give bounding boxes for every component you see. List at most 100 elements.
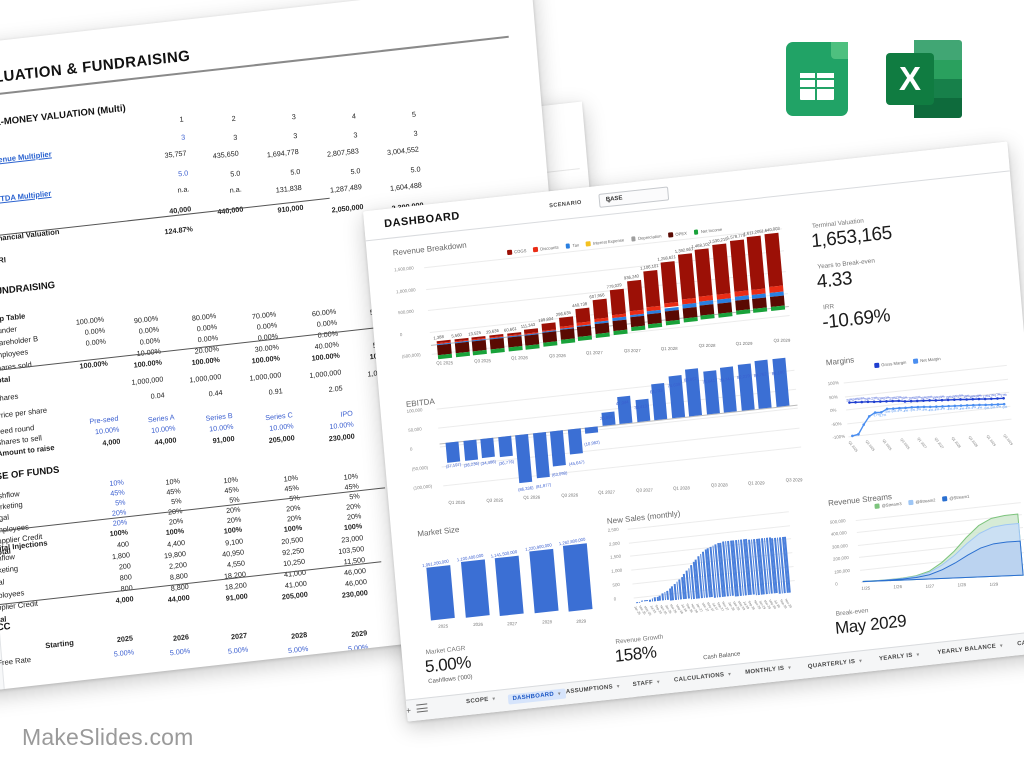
x-axis-tick: Q3 2029	[785, 477, 803, 483]
ebitda-bar	[755, 360, 773, 409]
wacc-title: WACC	[0, 620, 12, 636]
sheet-tab-assumptions[interactable]: ASSUMPTIONS ▾	[565, 683, 620, 695]
bar-data-label: (86,336)	[517, 485, 534, 493]
legend-swatch	[874, 503, 880, 509]
cap-cell: 2.05	[328, 383, 343, 395]
cap-cell: 0.91	[268, 385, 283, 397]
valuation-cell: 3	[180, 132, 186, 142]
valuation-cell: 1,604,488	[389, 180, 423, 194]
cap-row-label: Shares	[0, 391, 19, 404]
legend-item-4: Depreciation	[630, 233, 662, 242]
bar-data-label: (45,647)	[568, 459, 585, 467]
legend-label: COGS	[513, 248, 527, 255]
ebitda-bar	[737, 363, 755, 411]
legend-swatch	[506, 249, 512, 255]
sheet-tab-yearly-balance[interactable]: YEARLY BALANCE ▾	[937, 642, 1004, 656]
valuation-cell: n.a.	[177, 184, 190, 195]
inj-row-label: Marketing	[0, 563, 19, 577]
chevron-down-icon: ▾	[999, 642, 1004, 650]
legend-item-6: Net Income	[693, 227, 722, 235]
segment-net-income	[665, 319, 680, 326]
legend-label: Interest Expense	[592, 237, 625, 246]
x-axis-tick: 1/27	[925, 583, 935, 589]
sheet-tab-calculations[interactable]: CALCULATIONS ▾	[673, 671, 732, 684]
chevron-down-icon: ▾	[492, 696, 496, 703]
add-sheet-icon[interactable]: +	[405, 705, 412, 716]
valuation-cell: 3	[353, 130, 358, 140]
chevron-down-icon: ▾	[616, 683, 620, 690]
segment-cogs	[747, 235, 766, 290]
amount-to-raise-cell: 230,000	[328, 431, 355, 444]
y-axis-tick: 1,500	[609, 554, 622, 561]
x-axis-tick: Q3 2027	[623, 348, 641, 354]
legend-swatch	[913, 358, 918, 364]
stacked-bar	[609, 288, 628, 339]
scenario-select[interactable]: BASE	[598, 186, 670, 208]
sheet-tab-quarterly-is[interactable]: QUARTERLY IS ▾	[807, 657, 863, 670]
bar-data-label: (63,098)	[551, 470, 568, 478]
valuation-cell: 5.0	[229, 168, 241, 179]
legend-swatch	[585, 241, 591, 247]
segment-net-income	[613, 329, 628, 335]
sheet-tab-monthly-is[interactable]: MONTHLY IS ▾	[745, 665, 792, 677]
section-premoney-valuation: PRE-MONEY VALUATION (Multi)	[0, 102, 127, 131]
valuation-row-label[interactable]: Revenue Multiplier	[0, 149, 52, 166]
segment-net-income	[437, 353, 453, 360]
valuation-row-label[interactable]: EBITDA Multiplier	[0, 188, 52, 205]
sheet-tab-cashflow[interactable]: CASHFLOW▾	[1016, 637, 1024, 648]
margins-title: Margins	[825, 355, 855, 368]
market-bar	[528, 549, 559, 614]
legend-label: Discounts	[540, 244, 559, 252]
sheet-tab-dashboard[interactable]: DASHBOARD ▾	[507, 688, 567, 705]
line-data-label: -4%	[976, 405, 983, 411]
x-axis-tick: Q1 2029	[747, 480, 765, 486]
ebitda-bar	[635, 398, 651, 422]
x-axis-tick: 2025	[438, 623, 449, 629]
use-row-label: Marketing	[0, 500, 24, 513]
cap-cell: 0.44	[208, 388, 223, 399]
x-axis-tick: 1/25	[861, 585, 871, 591]
chevron-down-icon: ▾	[656, 678, 661, 686]
y-axis-tick: (50,000)	[411, 464, 429, 472]
segment-net-income	[700, 314, 715, 320]
legend-swatch	[630, 236, 636, 242]
x-axis-tick: Q3 2027	[635, 487, 653, 493]
segment-net-income	[648, 322, 663, 329]
stacked-bar	[643, 270, 663, 335]
sheet-tab-yearly-is[interactable]: YEARLY IS ▾	[878, 651, 920, 663]
valuation-cell: 5.0	[350, 165, 361, 176]
all-sheets-icon[interactable]	[416, 703, 428, 713]
legend-item-1: Discounts	[533, 245, 559, 253]
year-header: 2025	[116, 633, 134, 645]
segment-cogs	[712, 243, 731, 295]
sheet-tabs[interactable]: SCOPE ▾ DASHBOARD ▾ ASSUMPTIONS ▾ STAFF ▾ CALCUL…	[406, 631, 1024, 706]
x-axis-tick: Q3 2025	[473, 357, 491, 363]
stacked-bar	[677, 253, 699, 331]
stacked-bar	[660, 261, 680, 333]
x-axis-tick: 2026	[472, 622, 483, 628]
segment-cogs	[592, 298, 609, 320]
amount-to-raise-cell: 44,000	[154, 435, 177, 447]
legend-swatch	[668, 232, 674, 238]
cap-cell: 1,000,000	[249, 370, 282, 383]
ebitda-bar	[720, 366, 738, 413]
sheet-tab-scope[interactable]: SCOPE ▾	[465, 696, 496, 706]
y-axis-tick: 100,000	[406, 407, 423, 414]
risk-free-cell: 5.00%	[169, 646, 191, 658]
market-bar	[460, 559, 490, 619]
valuation-cell: 3	[413, 128, 418, 139]
valuation-cell: 5.0	[177, 168, 189, 179]
segment-net-income	[753, 307, 768, 314]
sheet-dashboard[interactable]: DASHBOARD SCENARIO BASE Revenue Breakdow…	[363, 141, 1024, 722]
x-axis-tick: 2028	[541, 619, 552, 625]
cash-balance-caption: Cash Balance	[702, 651, 741, 662]
year-header: 2027	[230, 631, 248, 642]
x-axis-tick: Q1 2026	[511, 355, 528, 361]
segment-net-income	[508, 346, 523, 352]
stacked-bar	[541, 322, 558, 347]
sheet-tab-staff[interactable]: STAFF ▾	[632, 678, 661, 688]
segment-net-income	[630, 326, 645, 332]
ebitda-chart: 100,000 50,000 0 (50,000) (100,000) (37,197)(…	[406, 357, 803, 508]
line-data-label: -5%	[982, 405, 989, 411]
